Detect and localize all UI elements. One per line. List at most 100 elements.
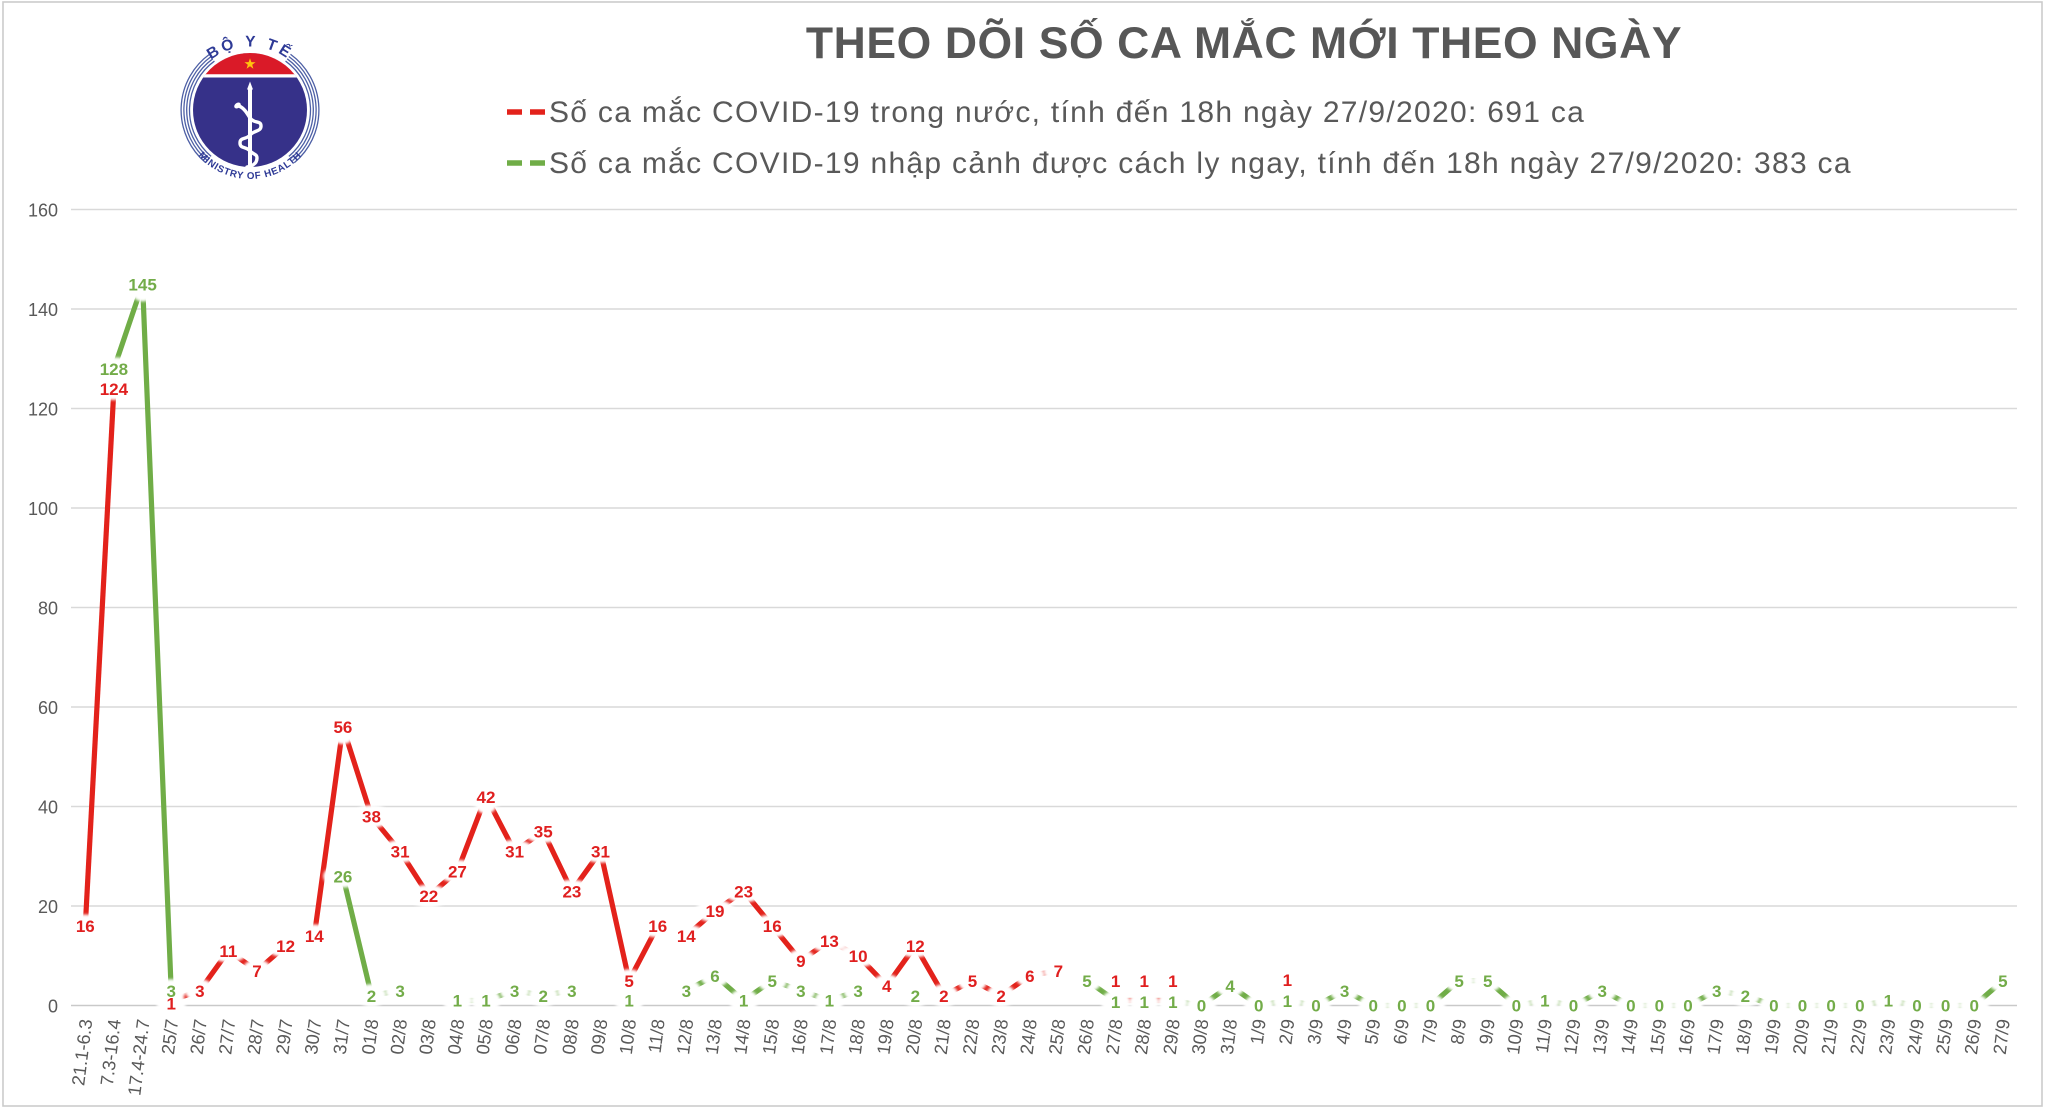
svg-text:0: 0 xyxy=(1626,997,1635,1016)
svg-text:10/8: 10/8 xyxy=(616,1018,640,1056)
svg-text:0: 0 xyxy=(48,997,58,1017)
svg-text:21/9: 21/9 xyxy=(1818,1018,1842,1056)
svg-text:13/9: 13/9 xyxy=(1589,1018,1613,1056)
svg-text:4: 4 xyxy=(882,977,892,996)
svg-text:5: 5 xyxy=(1483,972,1492,991)
svg-text:7: 7 xyxy=(1054,962,1063,981)
svg-text:20/9: 20/9 xyxy=(1789,1018,1813,1056)
svg-text:1: 1 xyxy=(453,992,462,1011)
svg-text:27/8: 27/8 xyxy=(1102,1018,1126,1056)
svg-text:18/9: 18/9 xyxy=(1732,1018,1756,1056)
svg-text:23: 23 xyxy=(734,882,753,901)
svg-text:2: 2 xyxy=(939,987,948,1006)
svg-text:31/7: 31/7 xyxy=(330,1018,354,1056)
svg-text:26: 26 xyxy=(333,867,352,886)
svg-text:7/9: 7/9 xyxy=(1419,1018,1442,1046)
svg-text:0: 0 xyxy=(1397,997,1406,1016)
svg-text:17/8: 17/8 xyxy=(816,1018,840,1056)
svg-text:25/9: 25/9 xyxy=(1932,1018,1956,1056)
svg-text:0: 0 xyxy=(1569,997,1578,1016)
svg-text:Số ca mắc COVID-19 trong nước,: Số ca mắc COVID-19 trong nước, tính đến … xyxy=(549,96,1585,129)
svg-text:11/8: 11/8 xyxy=(645,1018,669,1054)
svg-text:21/8: 21/8 xyxy=(931,1018,955,1056)
svg-text:26/7: 26/7 xyxy=(187,1018,211,1056)
svg-text:0: 0 xyxy=(1368,997,1377,1016)
svg-text:27/7: 27/7 xyxy=(215,1018,239,1056)
svg-text:3: 3 xyxy=(166,982,175,1001)
svg-text:1: 1 xyxy=(1283,992,1292,1011)
svg-text:14/8: 14/8 xyxy=(730,1018,754,1056)
svg-text:5: 5 xyxy=(767,972,776,991)
svg-text:1: 1 xyxy=(1283,971,1292,990)
svg-text:3: 3 xyxy=(395,982,404,1001)
svg-text:12/9: 12/9 xyxy=(1560,1018,1584,1056)
svg-text:120: 120 xyxy=(28,400,58,420)
svg-text:05/8: 05/8 xyxy=(473,1018,497,1056)
svg-text:0: 0 xyxy=(1426,997,1435,1016)
svg-text:1: 1 xyxy=(1540,992,1549,1011)
svg-text:14: 14 xyxy=(305,927,324,946)
svg-text:8/9: 8/9 xyxy=(1447,1018,1470,1046)
svg-text:0: 0 xyxy=(1969,997,1978,1016)
svg-text:140: 140 xyxy=(28,300,58,320)
svg-text:2/9: 2/9 xyxy=(1275,1018,1298,1046)
svg-text:1: 1 xyxy=(1168,972,1177,991)
svg-text:9: 9 xyxy=(796,952,805,971)
svg-text:19/8: 19/8 xyxy=(874,1018,898,1056)
svg-text:15/9: 15/9 xyxy=(1646,1018,1670,1056)
svg-text:56: 56 xyxy=(333,718,352,737)
svg-text:1: 1 xyxy=(481,992,490,1011)
svg-text:3: 3 xyxy=(510,982,519,1001)
svg-text:100: 100 xyxy=(28,499,58,519)
svg-text:128: 128 xyxy=(100,360,128,379)
svg-text:3: 3 xyxy=(682,982,691,1001)
svg-text:0: 0 xyxy=(1683,997,1692,1016)
svg-text:27/9: 27/9 xyxy=(1990,1018,2014,1056)
svg-text:1: 1 xyxy=(1168,993,1177,1012)
svg-text:26/8: 26/8 xyxy=(1074,1018,1098,1056)
svg-text:22/8: 22/8 xyxy=(959,1018,983,1056)
svg-text:2: 2 xyxy=(911,987,920,1006)
svg-text:25/8: 25/8 xyxy=(1045,1018,1069,1056)
svg-text:17/9: 17/9 xyxy=(1704,1018,1728,1056)
svg-text:4: 4 xyxy=(1225,977,1235,996)
svg-text:0: 0 xyxy=(1855,997,1864,1016)
svg-text:2: 2 xyxy=(1741,987,1750,1006)
svg-text:10/9: 10/9 xyxy=(1503,1018,1527,1056)
svg-text:23/9: 23/9 xyxy=(1875,1018,1899,1056)
svg-text:16: 16 xyxy=(763,917,782,936)
svg-text:13: 13 xyxy=(820,932,839,951)
svg-text:31: 31 xyxy=(505,843,524,862)
svg-text:0: 0 xyxy=(1941,997,1950,1016)
svg-text:27: 27 xyxy=(448,862,467,881)
svg-text:10: 10 xyxy=(849,947,868,966)
svg-text:08/8: 08/8 xyxy=(559,1018,583,1056)
svg-text:11/9: 11/9 xyxy=(1532,1018,1556,1054)
svg-text:40: 40 xyxy=(38,798,58,818)
svg-text:15/8: 15/8 xyxy=(759,1018,783,1056)
svg-text:06/8: 06/8 xyxy=(501,1018,525,1056)
svg-text:29/8: 29/8 xyxy=(1160,1018,1184,1056)
svg-text:29/7: 29/7 xyxy=(272,1018,296,1056)
svg-text:1: 1 xyxy=(624,992,633,1011)
svg-text:16/9: 16/9 xyxy=(1675,1018,1699,1056)
svg-text:3/9: 3/9 xyxy=(1304,1018,1327,1046)
svg-text:04/8: 04/8 xyxy=(444,1018,468,1056)
svg-text:11: 11 xyxy=(219,942,237,961)
svg-text:145: 145 xyxy=(128,275,156,294)
svg-text:5: 5 xyxy=(1998,972,2007,991)
svg-text:14: 14 xyxy=(677,927,696,946)
svg-text:12/8: 12/8 xyxy=(673,1018,697,1056)
svg-text:1: 1 xyxy=(1139,972,1148,991)
svg-text:7: 7 xyxy=(252,962,261,981)
svg-text:07/8: 07/8 xyxy=(530,1018,554,1056)
svg-text:19: 19 xyxy=(706,902,725,921)
svg-text:22/9: 22/9 xyxy=(1847,1018,1871,1056)
svg-text:6: 6 xyxy=(1025,967,1034,986)
svg-text:30/8: 30/8 xyxy=(1188,1018,1212,1056)
svg-text:3: 3 xyxy=(1340,982,1349,1001)
svg-text:160: 160 xyxy=(28,201,58,221)
svg-text:28/8: 28/8 xyxy=(1131,1018,1155,1056)
svg-text:THEO DÕI SỐ CA MẮC MỚI THEO NG: THEO DÕI SỐ CA MẮC MỚI THEO NGÀY xyxy=(806,17,1682,68)
svg-text:5: 5 xyxy=(968,972,977,991)
